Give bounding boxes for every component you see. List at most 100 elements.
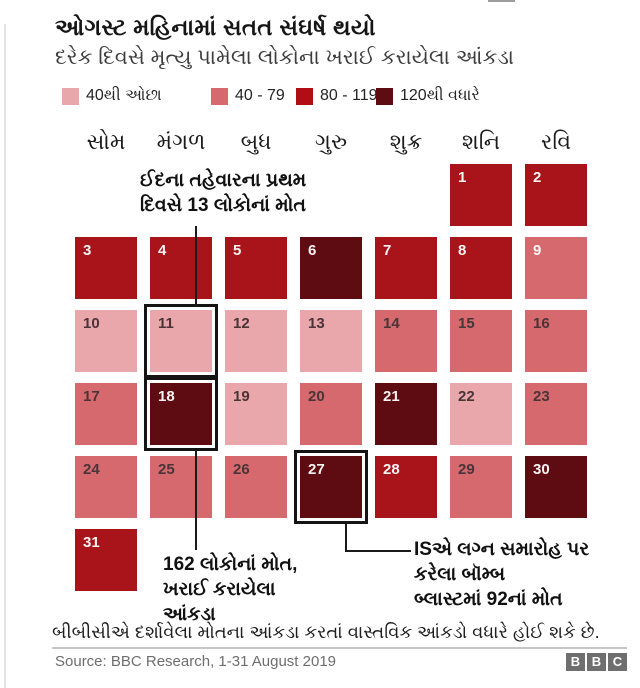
day-number: 12 <box>233 315 250 332</box>
annotation-day18: 162 લોકોનાં મોત, ખરાઈ કરાયેલા આંકડા <box>163 554 298 626</box>
day-number: 23 <box>533 388 550 405</box>
day-cell-20: 20 <box>300 383 362 445</box>
day-number: 15 <box>458 315 475 332</box>
day-cell-27: 27 <box>300 456 362 518</box>
legend-label: 120થી વધારે <box>400 87 480 104</box>
day-cell-8: 8 <box>450 237 512 299</box>
connector-line-day18 <box>195 450 197 550</box>
day-number: 22 <box>458 388 475 405</box>
day-number: 13 <box>308 315 325 332</box>
day-number: 30 <box>533 461 550 478</box>
chart-subtitle: દરેક દિવસે મૃત્યુ પામેલા લોકોના ખરાઈ કરા… <box>55 46 514 69</box>
legend-label: 40 - 79 <box>235 87 285 104</box>
bbc-logo-block-3: C <box>608 653 627 671</box>
day-number: 6 <box>308 242 317 259</box>
day-number: 21 <box>383 388 400 405</box>
day-number: 17 <box>83 388 100 405</box>
day-cell-29: 29 <box>450 456 512 518</box>
source-text: Source: BBC Research, 1-31 August 2019 <box>55 653 337 670</box>
legend-swatch-icon <box>376 88 393 105</box>
weekday-label-2: મંગળ <box>156 129 206 154</box>
legend-swatch-icon <box>296 88 313 105</box>
left-edge-artifact-line <box>4 24 6 688</box>
day-number: 11 <box>158 315 174 332</box>
legend-swatch-icon <box>211 88 228 105</box>
day-number: 9 <box>533 242 542 259</box>
weekday-label-1: સોમ <box>86 129 126 154</box>
weekday-label-6: શનિ <box>461 129 501 154</box>
day-cell-16: 16 <box>525 310 587 372</box>
day-number: 5 <box>233 242 242 259</box>
day-cell-1: 1 <box>450 164 512 226</box>
day-cell-31: 31 <box>75 529 137 591</box>
day-cell-7: 7 <box>375 237 437 299</box>
day-number: 27 <box>308 461 325 478</box>
weekday-label-5: શુક્ર <box>389 129 423 154</box>
day-cell-15: 15 <box>450 310 512 372</box>
day-cell-17: 17 <box>75 383 137 445</box>
day-cell-11: 11 <box>150 310 212 372</box>
annotation-eid-day11: ઈદના તહેવારના પ્રથમ દિવસે 13 લોકોનાં મોત <box>140 170 307 217</box>
day-number: 19 <box>233 388 250 405</box>
day-number: 7 <box>383 242 392 259</box>
day-number: 2 <box>533 169 542 186</box>
day-number: 8 <box>458 242 467 259</box>
day-cell-23: 23 <box>525 383 587 445</box>
legend-label: 80 - 119 <box>320 87 378 104</box>
day-cell-25: 25 <box>150 456 212 518</box>
day-cell-30: 30 <box>525 456 587 518</box>
weekday-label-4: ગુરુ <box>314 129 348 154</box>
day-cell-22: 22 <box>450 383 512 445</box>
day-number: 24 <box>83 461 100 478</box>
day-number: 14 <box>383 315 400 332</box>
highlight-outline-day-27 <box>294 450 368 524</box>
day-cell-3: 3 <box>75 237 137 299</box>
day-number: 18 <box>158 388 175 405</box>
day-cell-9: 9 <box>525 237 587 299</box>
weekday-label-3: બુધ <box>240 129 272 154</box>
day-cell-12: 12 <box>225 310 287 372</box>
day-number: 20 <box>308 388 325 405</box>
day-number: 25 <box>158 461 175 478</box>
bbc-logo-block-1: B <box>566 653 585 671</box>
chart-title: ઓગસ્ટ મહિનામાં સતત સંઘર્ષ થયો <box>55 14 376 40</box>
day-cell-21: 21 <box>375 383 437 445</box>
connector-line-day27-vertical <box>345 523 347 552</box>
day-cell-26: 26 <box>225 456 287 518</box>
day-cell-28: 28 <box>375 456 437 518</box>
annotation-day27: ISએ લગ્ન સમારોહ પર કરેલા બૉમ્બ બ્લાસ્ટમા… <box>414 539 590 611</box>
day-cell-18: 18 <box>150 383 212 445</box>
highlight-outline-day-18 <box>144 377 218 451</box>
day-number: 28 <box>383 461 400 478</box>
day-cell-4: 4 <box>150 237 212 299</box>
day-cell-13: 13 <box>300 310 362 372</box>
day-number: 1 <box>458 169 467 186</box>
day-cell-24: 24 <box>75 456 137 518</box>
day-cell-2: 2 <box>525 164 587 226</box>
day-number: 16 <box>533 315 550 332</box>
weekday-label-7: રવિ <box>540 129 572 154</box>
highlight-outline-day-11 <box>144 304 218 378</box>
footer-divider <box>52 647 627 649</box>
connector-line-day27-horizontal <box>345 550 411 552</box>
day-cell-19: 19 <box>225 383 287 445</box>
day-number: 3 <box>83 242 92 259</box>
day-number: 26 <box>233 461 250 478</box>
connector-line-day11 <box>195 226 197 306</box>
legend: 40થી ઓછા 40 - 79 80 - 119 120થી વધારે <box>0 87 640 109</box>
day-number: 4 <box>158 242 167 259</box>
footer-disclaimer: બીબીસીએ દર્શાવેલા મોતના આંકડા કરતાં વાસ્… <box>52 622 600 642</box>
day-number: 10 <box>83 315 100 332</box>
legend-label: 40થી ઓછા <box>86 87 162 104</box>
legend-swatch-icon <box>62 88 79 105</box>
weekday-header-row: સોમ મંગળ બુધ ગુરુ શુક્ર શનિ રવિ <box>0 129 640 155</box>
day-cell-6: 6 <box>300 237 362 299</box>
day-cell-5: 5 <box>225 237 287 299</box>
day-cell-14: 14 <box>375 310 437 372</box>
bbc-logo-block-2: B <box>587 653 606 671</box>
day-number: 29 <box>458 461 475 478</box>
day-number: 31 <box>83 534 100 551</box>
top-edge-artifact-line <box>488 0 515 2</box>
